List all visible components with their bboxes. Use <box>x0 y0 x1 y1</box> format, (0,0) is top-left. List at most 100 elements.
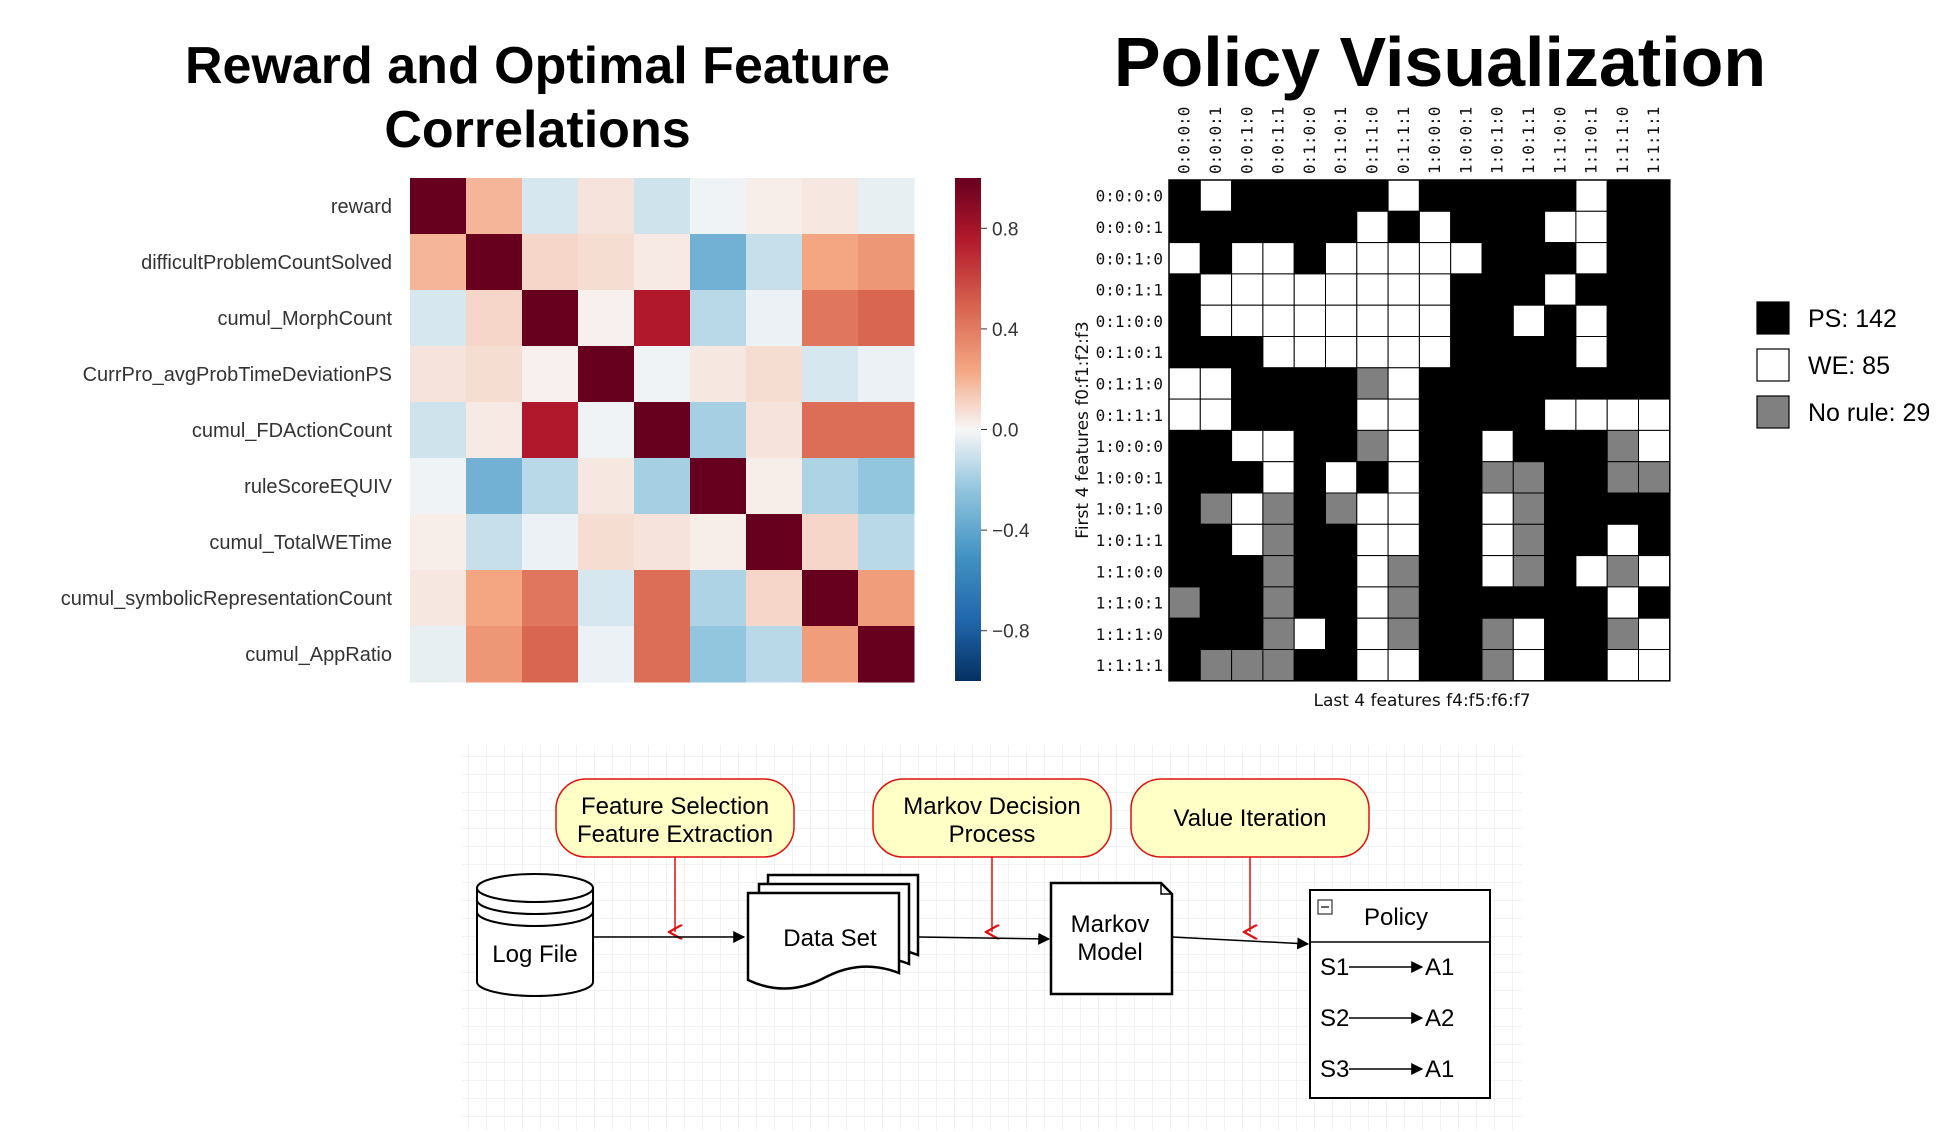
policy-cell <box>1512 367 1546 400</box>
policy-cell <box>1638 242 1671 275</box>
policy-cell <box>1262 649 1295 682</box>
policy-cell <box>1481 367 1514 400</box>
correlation-cell <box>410 514 467 571</box>
policy-cell <box>1356 273 1389 306</box>
connector-arrow <box>1171 936 1310 950</box>
policy-cell <box>1575 523 1608 557</box>
policy-cell <box>1418 429 1452 463</box>
policy-cell <box>1512 242 1546 275</box>
policy-cell <box>1387 273 1420 306</box>
policy-cell <box>1512 523 1546 557</box>
policy-cell <box>1575 336 1608 369</box>
policy-row-label: 0:1:1:0 <box>1096 374 1163 393</box>
policy-cell <box>1387 617 1420 651</box>
policy-row-label: 0:0:0:0 <box>1096 187 1163 206</box>
policy-row-label: 1:0:1:0 <box>1096 500 1163 519</box>
policy-cell <box>1575 367 1608 400</box>
policy-cell <box>1512 461 1546 494</box>
correlation-cell <box>802 178 859 235</box>
colorbar-tick-label: 0.8 <box>992 219 1018 240</box>
policy-cell <box>1168 273 1201 306</box>
policy-cell <box>1293 429 1326 463</box>
correlation-cell <box>858 570 915 627</box>
policy-cell <box>1168 523 1201 557</box>
correlation-cell <box>522 290 579 347</box>
policy-cell <box>1231 210 1264 244</box>
policy-cell <box>1544 617 1577 651</box>
policy-cell <box>1544 523 1577 557</box>
correlation-cell <box>634 234 691 291</box>
policy-row-label: 0:0:1:1 <box>1096 281 1163 300</box>
policy-cell <box>1481 273 1514 306</box>
policy-cell <box>1544 179 1577 212</box>
policy-cell <box>1168 242 1201 275</box>
policy-cell <box>1293 555 1326 588</box>
correlation-row-label: cumul_symbolicRepresentationCount <box>61 588 393 610</box>
correlation-cell <box>578 626 635 683</box>
correlation-cell <box>634 570 691 627</box>
policy-cell <box>1418 461 1452 494</box>
policy-rule-action: A1 <box>1425 1056 1454 1083</box>
policy-cell <box>1168 304 1201 338</box>
policy-cell <box>1387 523 1420 557</box>
policy-cell <box>1356 336 1389 369</box>
correlation-cell <box>410 458 467 515</box>
policy-cell <box>1293 617 1326 651</box>
policy-row-label: 1:1:0:1 <box>1096 594 1163 613</box>
policy-y-axis-label: First 4 features f0:f1:f2:f3 <box>1073 321 1093 538</box>
correlation-cell <box>802 458 859 515</box>
policy-cell <box>1450 555 1483 588</box>
policy-rule-action: A2 <box>1425 1005 1454 1032</box>
correlation-cell <box>634 458 691 515</box>
correlation-cell <box>410 402 467 459</box>
legend-label: WE: 85 <box>1808 352 1890 380</box>
policy-cell <box>1356 523 1389 557</box>
policy-rule-state: S1 <box>1320 954 1349 981</box>
policy-cell <box>1418 649 1452 682</box>
policy-cell <box>1387 179 1420 212</box>
policy-cell <box>1638 617 1671 651</box>
callout-feature-selection: Feature Selection Feature Extraction <box>555 778 795 858</box>
policy-column-label: 0:1:1:1 <box>1394 107 1413 174</box>
correlation-cell <box>858 626 915 683</box>
correlation-row-label: cumul_AppRatio <box>245 644 392 666</box>
correlation-cell <box>634 402 691 459</box>
policy-cell <box>1262 179 1295 212</box>
policy-cell <box>1231 492 1264 525</box>
policy-cell <box>1575 304 1608 338</box>
policy-cell <box>1325 304 1358 338</box>
policy-cell <box>1262 304 1295 338</box>
policy-cell <box>1544 398 1577 431</box>
legend-swatch <box>1756 348 1790 382</box>
policy-cell <box>1293 461 1326 494</box>
markov-model-label: Markov <box>1071 911 1150 938</box>
policy-cell <box>1199 555 1233 588</box>
log-file-label: Log File <box>492 941 577 968</box>
policy-cell <box>1512 336 1546 369</box>
policy-row-label: 1:1:0:0 <box>1096 562 1163 581</box>
policy-cell <box>1199 649 1233 682</box>
policy-cell <box>1638 304 1671 338</box>
policy-cell <box>1325 398 1358 431</box>
policy-cell <box>1325 367 1358 400</box>
correlation-cell <box>466 458 523 515</box>
policy-cell <box>1575 649 1608 682</box>
policy-cell <box>1387 210 1420 244</box>
policy-cell <box>1168 649 1201 682</box>
correlation-cell <box>634 626 691 683</box>
policy-column-label: 1:0:1:1 <box>1519 107 1538 174</box>
policy-cell <box>1512 649 1546 682</box>
policy-cell <box>1387 429 1420 463</box>
policy-cell <box>1512 555 1546 588</box>
correlation-row-label: cumul_TotalWETime <box>209 532 392 554</box>
policy-cell <box>1638 523 1671 557</box>
policy-cell <box>1199 210 1233 244</box>
policy-cell <box>1262 429 1295 463</box>
policy-cell <box>1544 649 1577 682</box>
correlation-cell <box>522 234 579 291</box>
policy-cell <box>1387 304 1420 338</box>
policy-cell <box>1262 210 1295 244</box>
policy-cell <box>1418 492 1452 525</box>
policy-cell <box>1575 492 1608 525</box>
correlation-cell <box>690 458 747 515</box>
